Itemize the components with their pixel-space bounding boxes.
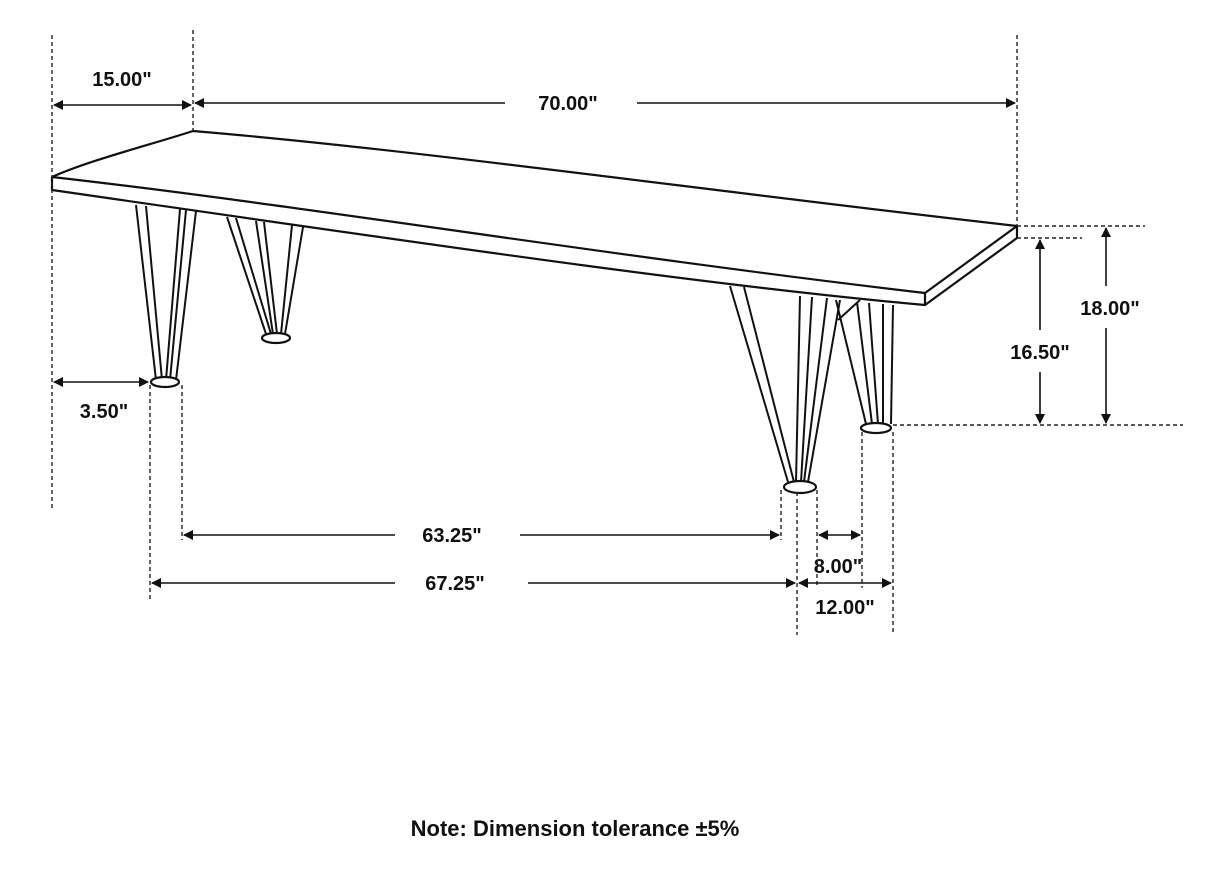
label-leg-outer-width: 12.00": [815, 597, 875, 619]
dimension-arrows: [53, 98, 1111, 588]
label-inner-leg-span: 63.25": [422, 525, 482, 547]
label-under-height: 16.50": [1010, 342, 1070, 364]
label-depth: 15.00": [92, 69, 152, 91]
bench-top: [50, 129, 1019, 307]
extension-lines: [51, 30, 1183, 635]
label-leg-inset: 3.50": [80, 401, 128, 423]
leg-front-right: [729, 285, 841, 495]
leg-back-left: [226, 216, 304, 345]
leg-front-left: [135, 204, 197, 389]
label-total-height: 18.00": [1080, 298, 1140, 320]
tolerance-note: Note: Dimension tolerance ±5%: [411, 816, 740, 841]
label-length: 70.00": [538, 93, 598, 115]
leg-back-right: [835, 299, 894, 435]
label-leg-inner-width: 8.00": [814, 556, 862, 578]
label-outer-leg-span: 67.25": [425, 573, 485, 595]
